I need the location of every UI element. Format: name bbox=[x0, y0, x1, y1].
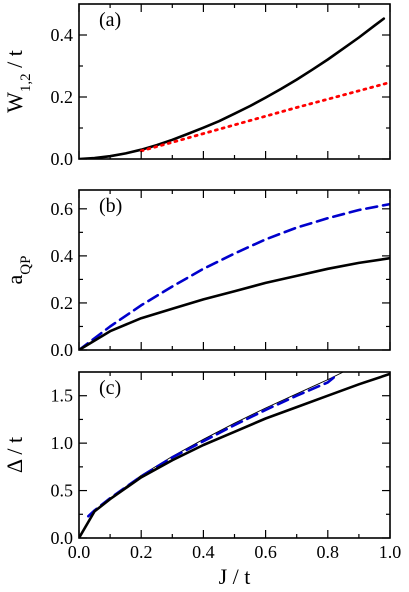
y-tick-label: 0.4 bbox=[51, 246, 74, 266]
y-tick-label: 0.6 bbox=[51, 199, 74, 219]
x-tick-label: 0.8 bbox=[317, 542, 340, 562]
x-tick-label: 0.0 bbox=[68, 542, 91, 562]
y-tick-label: 0.4 bbox=[51, 25, 74, 45]
y-tick-label: 0.5 bbox=[51, 481, 74, 501]
series-line-3 bbox=[79, 372, 390, 538]
panel-label: (b) bbox=[99, 195, 122, 217]
plot-frame bbox=[78, 3, 391, 160]
x-tick-label: 1.0 bbox=[379, 542, 402, 562]
panel-label: (c) bbox=[99, 377, 121, 399]
x-axis-label: J / t bbox=[219, 564, 251, 589]
plot-frame bbox=[78, 371, 391, 539]
x-tick-label: 0.4 bbox=[192, 542, 215, 562]
y-tick-label: 1.5 bbox=[51, 386, 74, 406]
y-tick-label: 0.0 bbox=[51, 340, 74, 360]
y-axis-label-subscript: QP bbox=[18, 256, 34, 275]
series-line-2 bbox=[139, 81, 390, 153]
y-tick-label: 0.0 bbox=[51, 149, 74, 169]
series-line-2 bbox=[87, 373, 339, 518]
x-tick-label: 0.2 bbox=[130, 542, 153, 562]
y-tick-label: 0.2 bbox=[51, 293, 74, 313]
y-tick-label: 0.0 bbox=[51, 528, 74, 548]
y-axis-label: W1,2 / t bbox=[2, 50, 34, 113]
y-axis-label-rest: / t bbox=[2, 50, 27, 73]
x-tick-label: 0.6 bbox=[254, 542, 277, 562]
y-tick-label: 1.0 bbox=[51, 433, 74, 453]
y-axis-label: Δ / t bbox=[2, 437, 27, 473]
y-axis-label-subscript: 1,2 bbox=[18, 73, 34, 92]
panel-label: (a) bbox=[99, 9, 121, 31]
series-line-2 bbox=[79, 256, 390, 350]
panel-c: 0.0 0.5 1.0 1.5 0.0 0.2 0.4 0.6 0.8 1.0 J / t (c) Δ … bbox=[2, 371, 402, 589]
panel-b: 0.0 0.2 0.4 0.6 (b) aQP bbox=[2, 189, 391, 360]
y-tick-label: 0.2 bbox=[51, 87, 74, 107]
series-line-1 bbox=[79, 202, 390, 350]
panel-a: 0.0 0.2 0.4 (a) W1,2 / t bbox=[2, 3, 391, 169]
y-axis-label: aQP bbox=[2, 256, 34, 285]
series-line-1 bbox=[79, 17, 386, 159]
